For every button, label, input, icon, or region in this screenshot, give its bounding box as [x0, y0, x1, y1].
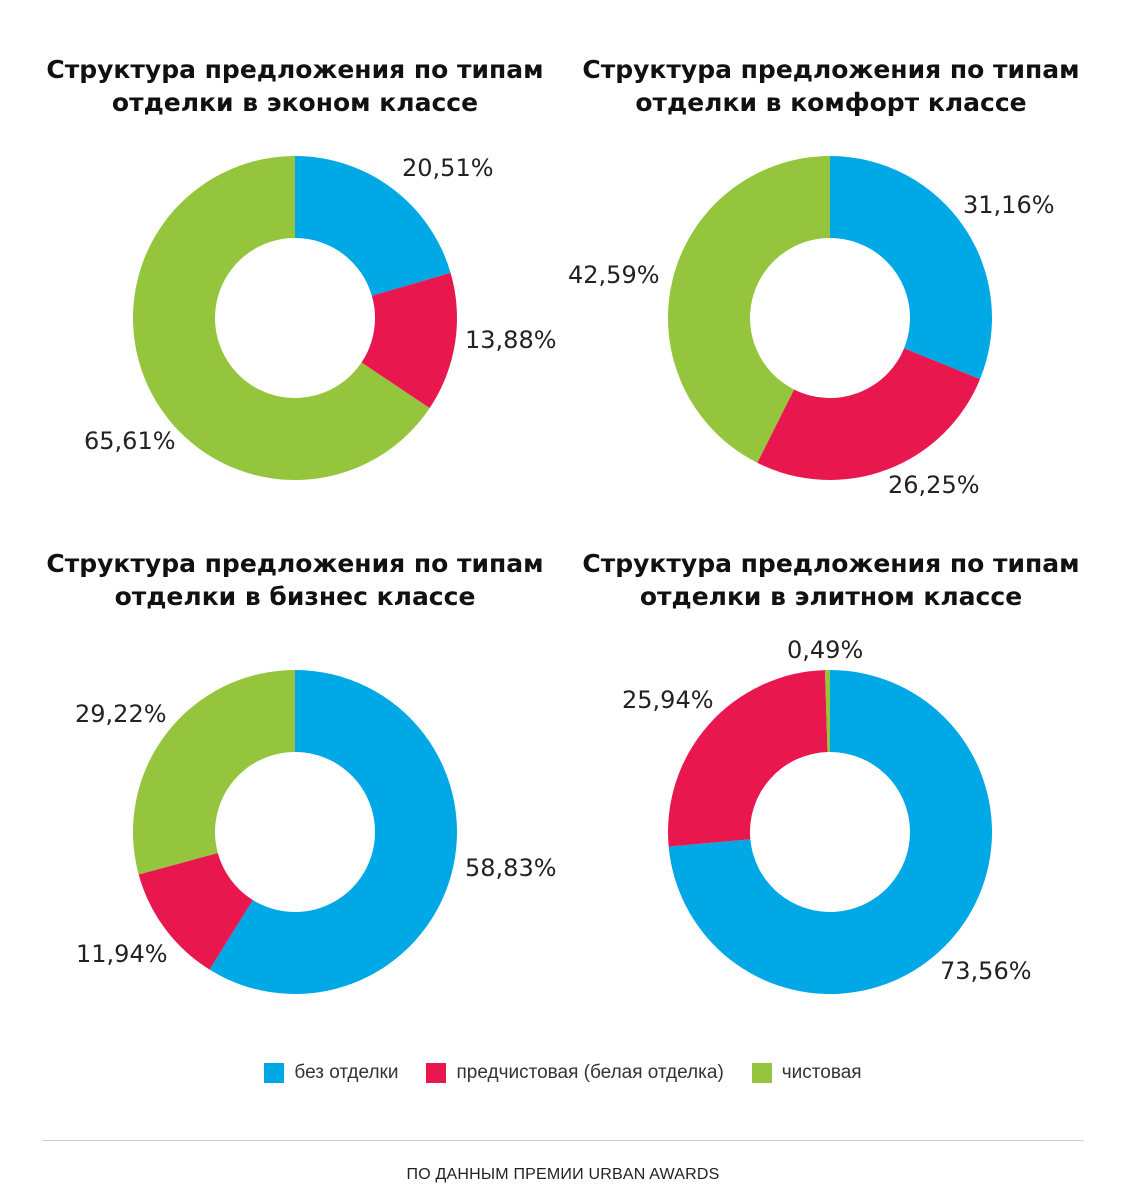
donut-chart-2	[132, 669, 457, 994]
legend-swatch	[264, 1063, 285, 1083]
slice-label-2-1: 11,94%	[76, 940, 168, 968]
legend-label: чистовая	[781, 1062, 862, 1083]
legend-label: предчистовая (белая отделка)	[456, 1062, 724, 1083]
chart-title-business: Структура предложения по типам отделки в…	[25, 547, 565, 613]
donut-slice-0-0	[295, 156, 451, 296]
slice-label-0-2: 65,61%	[84, 427, 176, 455]
legend-item-chistovaya: чистовая	[751, 1062, 862, 1084]
chart-title-line: Структура предложения по типам	[46, 549, 544, 578]
legend-swatch	[751, 1063, 772, 1083]
chart-title-line: отделки в эконом классе	[111, 88, 479, 117]
slice-label-3-0: 73,56%	[940, 957, 1032, 985]
donut-slice-2-1	[138, 852, 253, 970]
divider	[42, 1140, 1084, 1141]
source-note: ПО ДАННЫМ ПРЕМИИ URBAN AWARDS	[406, 1166, 720, 1183]
chart-title-line: отделки в комфорт классе	[635, 88, 1027, 117]
donut-slice-3-2	[825, 670, 830, 753]
slice-label-1-0: 31,16%	[963, 191, 1055, 219]
donut-chart-3	[668, 670, 992, 994]
donut-slice-2-2	[132, 669, 295, 875]
chart-title-line: отделки в бизнес классе	[114, 582, 476, 611]
chart-title-econom: Структура предложения по типам отделки в…	[25, 53, 565, 119]
donut-slice-1-0	[830, 156, 992, 380]
donut-slice-0-2	[132, 155, 430, 480]
donut-slice-2-0	[209, 670, 457, 994]
chart-title-line: Структура предложения по типам	[46, 55, 544, 84]
slice-label-1-1: 26,25%	[888, 471, 980, 499]
donut-slice-0-1	[361, 272, 457, 409]
slice-label-2-2: 29,22%	[75, 700, 167, 728]
slice-label-0-0: 20,51%	[402, 154, 494, 182]
chart-title-line: Структура предложения по типам	[582, 55, 1080, 84]
slice-label-0-1: 13,88%	[465, 326, 557, 354]
chart-title-line: отделки в элитном классе	[639, 582, 1023, 611]
legend-swatch	[426, 1063, 447, 1083]
slice-label-3-1: 25,94%	[622, 686, 714, 714]
donut-slice-1-1	[757, 348, 981, 480]
legend-item-bez-otdelki: без отделки	[264, 1062, 398, 1084]
legend-label: без отделки	[294, 1062, 399, 1083]
slice-label-3-2: 0,49%	[787, 636, 863, 664]
chart-title-line: Структура предложения по типам	[582, 549, 1080, 578]
chart-title-comfort: Структура предложения по типам отделки в…	[561, 53, 1101, 119]
slice-label-2-0: 58,83%	[465, 854, 557, 882]
chart-title-elite: Структура предложения по типам отделки в…	[561, 547, 1101, 613]
donut-slice-1-2	[668, 156, 830, 463]
legend: без отделки предчистовая (белая отделка)…	[0, 1062, 1126, 1084]
donut-chart-1	[668, 156, 992, 480]
donut-slice-3-0	[668, 670, 992, 994]
legend-item-predchistovaya: предчистовая (белая отделка)	[426, 1062, 724, 1084]
donut-chart-0	[132, 155, 457, 480]
donut-slice-3-1	[668, 670, 828, 847]
slice-label-1-2: 42,59%	[568, 261, 660, 289]
